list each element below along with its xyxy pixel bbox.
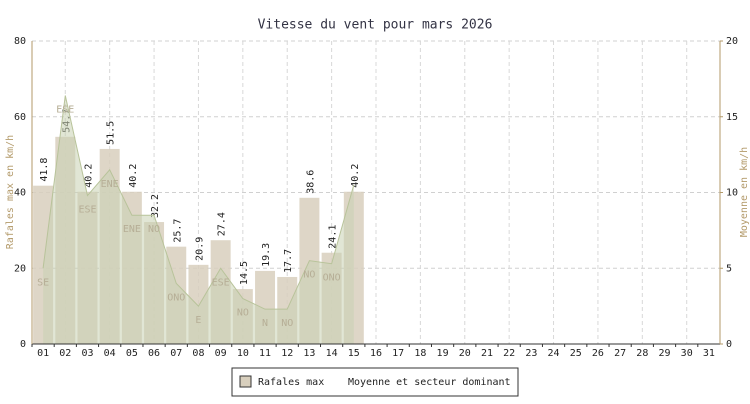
sector-label: ENE	[123, 224, 141, 235]
area-line	[42, 95, 355, 310]
x-tick-label: 29	[658, 348, 670, 359]
y-tick-label: 80	[14, 36, 26, 47]
x-tick-label: 22	[503, 348, 515, 359]
y2-tick-label: 0	[726, 339, 732, 350]
y-tick-label: 0	[20, 339, 26, 350]
x-tick-label: 15	[348, 348, 360, 359]
data-label: 27.4	[217, 212, 228, 236]
data-label: 38.6	[305, 170, 316, 194]
legend-label: Rafales max	[258, 377, 324, 388]
x-tick-label: 06	[148, 348, 160, 359]
y2-tick-label: 15	[726, 112, 738, 123]
area-fill	[43, 95, 354, 344]
y-tick-label: 20	[14, 263, 26, 274]
data-label: 32.2	[150, 194, 161, 218]
x-tick-label: 12	[281, 348, 293, 359]
x-tick-label: 13	[303, 348, 315, 359]
x-tick-label: 11	[259, 348, 271, 359]
legend-label: Moyenne et secteur dominant	[348, 377, 511, 388]
x-tick-label: 03	[81, 348, 93, 359]
data-label: 40.2	[350, 164, 361, 188]
x-tick-label: 18	[414, 348, 426, 359]
sector-label: ESE	[78, 205, 96, 216]
legend-box	[231, 367, 519, 397]
sector-label: ESE	[56, 105, 74, 116]
x-tick-label: 01	[37, 348, 49, 359]
data-label: 19.3	[261, 243, 272, 267]
y-axis-label: Rafales max en km/h	[5, 135, 16, 249]
x-tick-label: 31	[703, 348, 715, 359]
sector-label: ONO	[167, 292, 185, 303]
data-label: 40.2	[83, 164, 94, 188]
x-tick-label: 14	[326, 348, 338, 359]
chart-title: Vitesse du vent pour mars 2026	[258, 18, 493, 33]
x-tick-label: 24	[548, 348, 560, 359]
sector-label: NO	[148, 224, 160, 235]
x-tick-label: 19	[437, 348, 449, 359]
data-label: 20.9	[194, 237, 205, 261]
x-tick-label: 26	[592, 348, 604, 359]
x-tick-label: 21	[481, 348, 493, 359]
sector-label: N	[262, 318, 268, 329]
sector-label: E	[195, 315, 201, 326]
data-label: 51.5	[106, 121, 117, 145]
y2-tick-label: 20	[726, 36, 738, 47]
sector-label: ENE	[101, 179, 119, 190]
data-label: 41.8	[39, 158, 50, 182]
y2-tick-label: 10	[726, 188, 738, 199]
sector-label: ESE	[212, 277, 230, 288]
x-tick-label: 09	[215, 348, 227, 359]
data-label: 24.1	[328, 225, 339, 249]
y2-tick-label: 5	[726, 263, 732, 274]
sector-label: ONO	[323, 273, 341, 284]
x-tick-label: 27	[614, 348, 626, 359]
x-tick-label: 23	[525, 348, 537, 359]
x-tick-label: 08	[192, 348, 204, 359]
data-label: 40.2	[128, 164, 139, 188]
x-tick-label: 17	[392, 348, 404, 359]
sector-label: NO	[281, 318, 293, 329]
x-tick-label: 20	[459, 348, 471, 359]
sector-label: SE	[37, 277, 49, 288]
x-tick-label: 10	[237, 348, 249, 359]
data-label: 17.7	[283, 249, 294, 273]
x-tick-label: 25	[570, 348, 582, 359]
y2-axis-label: Moyenne en km/h	[739, 147, 750, 237]
y-tick-label: 40	[14, 188, 26, 199]
x-tick-label: 05	[126, 348, 138, 359]
x-tick-label: 30	[681, 348, 693, 359]
sector-label: NO	[237, 308, 249, 319]
sector-label: NO	[303, 270, 315, 281]
data-label: 14.5	[239, 261, 250, 285]
x-tick-label: 16	[370, 348, 382, 359]
x-tick-label: 02	[59, 348, 71, 359]
y-tick-label: 60	[14, 112, 26, 123]
x-tick-label: 04	[104, 348, 116, 359]
x-tick-label: 28	[636, 348, 648, 359]
x-tick-label: 07	[170, 348, 182, 359]
legend-swatch	[239, 375, 252, 388]
data-label: 25.7	[172, 219, 183, 243]
